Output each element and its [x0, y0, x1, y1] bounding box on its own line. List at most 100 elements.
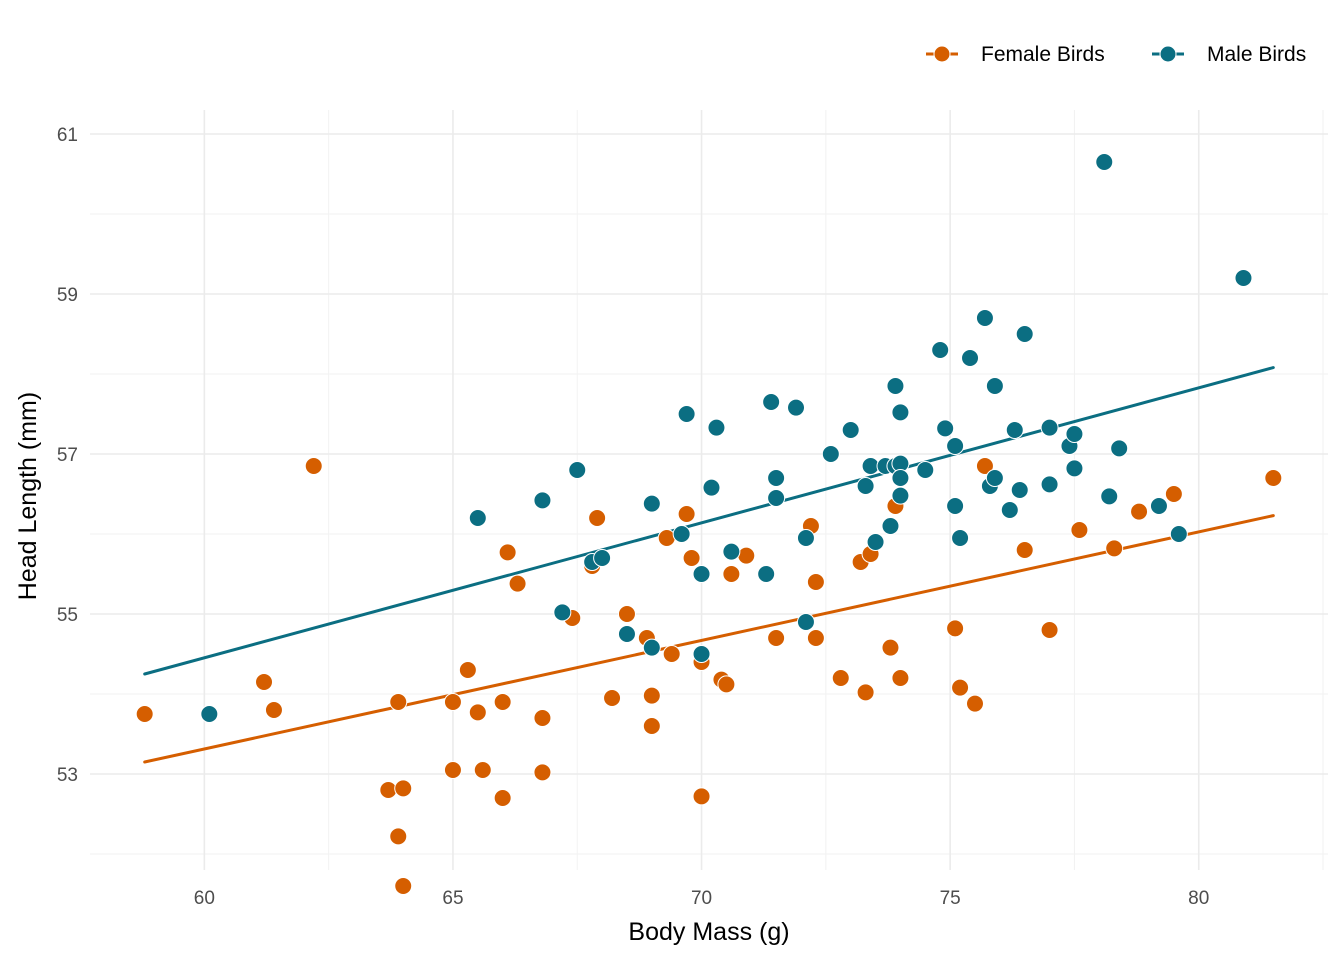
point-female	[458, 661, 477, 679]
y-tick-label: 61	[57, 125, 78, 146]
point-male	[533, 491, 552, 510]
point-female	[473, 761, 492, 779]
point-female	[508, 574, 527, 593]
point-female	[722, 565, 741, 583]
point-male	[1100, 487, 1119, 506]
point-female	[264, 701, 283, 719]
point-male	[642, 638, 661, 657]
point-female	[1015, 541, 1034, 559]
legend-key-point-male	[1159, 45, 1177, 63]
point-male	[757, 565, 776, 583]
point-male	[886, 377, 905, 395]
point-male	[931, 341, 950, 359]
point-female	[965, 694, 984, 713]
point-female	[1105, 539, 1124, 558]
point-male	[946, 437, 965, 455]
legend-label-female: Female Birds	[981, 43, 1105, 66]
point-female	[498, 543, 517, 562]
x-axis-title: Body Mass (g)	[628, 918, 789, 946]
point-female	[603, 689, 622, 707]
point-male	[762, 393, 781, 411]
point-female	[856, 683, 875, 702]
point-female	[642, 686, 661, 705]
point-male	[200, 705, 219, 723]
data-points	[135, 153, 1283, 895]
point-male	[796, 613, 815, 631]
point-female	[1040, 621, 1059, 639]
y-tick-label: 57	[57, 445, 78, 466]
point-female	[831, 669, 850, 687]
legend-item-female: Female Birds	[926, 43, 1105, 66]
trend-lines	[143, 366, 1275, 764]
point-male	[642, 494, 661, 513]
point-female	[135, 705, 154, 723]
point-male	[821, 445, 840, 463]
y-tick-label: 59	[57, 285, 78, 306]
point-male	[936, 419, 955, 438]
point-male	[672, 525, 691, 543]
point-female	[617, 605, 636, 623]
point-male	[1005, 421, 1024, 439]
point-female	[533, 763, 552, 782]
point-male	[692, 565, 711, 583]
y-axis-tick-labels: 53 55 57 59 61	[57, 125, 78, 786]
point-female	[588, 509, 607, 527]
point-male	[1095, 153, 1114, 171]
legend-label-male: Male Birds	[1207, 43, 1306, 66]
point-female	[394, 779, 413, 798]
point-female	[692, 787, 711, 806]
point-male	[961, 349, 980, 367]
point-male	[568, 461, 587, 479]
point-male	[1040, 418, 1059, 437]
point-female	[1264, 469, 1283, 487]
point-male	[1010, 481, 1029, 499]
point-male	[1015, 325, 1034, 343]
point-male	[707, 418, 726, 437]
point-female	[677, 505, 696, 523]
point-female	[255, 673, 274, 691]
point-female	[737, 546, 756, 565]
point-male	[1110, 439, 1129, 458]
point-male	[1149, 497, 1168, 515]
trend-line-male	[143, 366, 1275, 676]
point-female	[657, 529, 676, 547]
point-male	[891, 403, 910, 422]
point-female	[881, 638, 900, 657]
y-tick-label: 53	[57, 765, 78, 786]
point-male	[866, 533, 885, 551]
point-male	[975, 309, 994, 327]
point-male	[1040, 475, 1059, 494]
point-female	[806, 573, 825, 591]
point-male	[951, 529, 970, 547]
point-female	[806, 629, 825, 647]
point-female	[443, 693, 462, 711]
point-male	[1065, 459, 1084, 478]
point-male	[891, 469, 910, 487]
x-tick-label: 80	[1188, 888, 1209, 909]
x-tick-label: 60	[194, 888, 215, 909]
point-male	[553, 603, 572, 622]
point-male	[946, 497, 965, 515]
x-tick-label: 70	[691, 888, 712, 909]
point-female	[493, 693, 512, 711]
point-female	[662, 645, 681, 663]
point-male	[985, 377, 1004, 395]
point-male	[985, 469, 1004, 487]
point-female	[468, 703, 487, 722]
minor-gridlines	[90, 110, 1328, 870]
point-female	[1130, 502, 1149, 521]
x-tick-label: 75	[940, 888, 961, 909]
point-female	[891, 669, 910, 687]
point-female	[946, 619, 965, 638]
y-tick-label: 55	[57, 605, 78, 626]
point-female	[533, 709, 552, 727]
point-female	[642, 717, 661, 735]
point-male	[881, 517, 900, 535]
point-female	[394, 877, 413, 895]
point-female	[443, 761, 462, 779]
point-male	[1169, 525, 1188, 543]
point-male	[891, 486, 910, 505]
point-male	[468, 509, 487, 527]
trend-line-female	[143, 514, 1275, 764]
